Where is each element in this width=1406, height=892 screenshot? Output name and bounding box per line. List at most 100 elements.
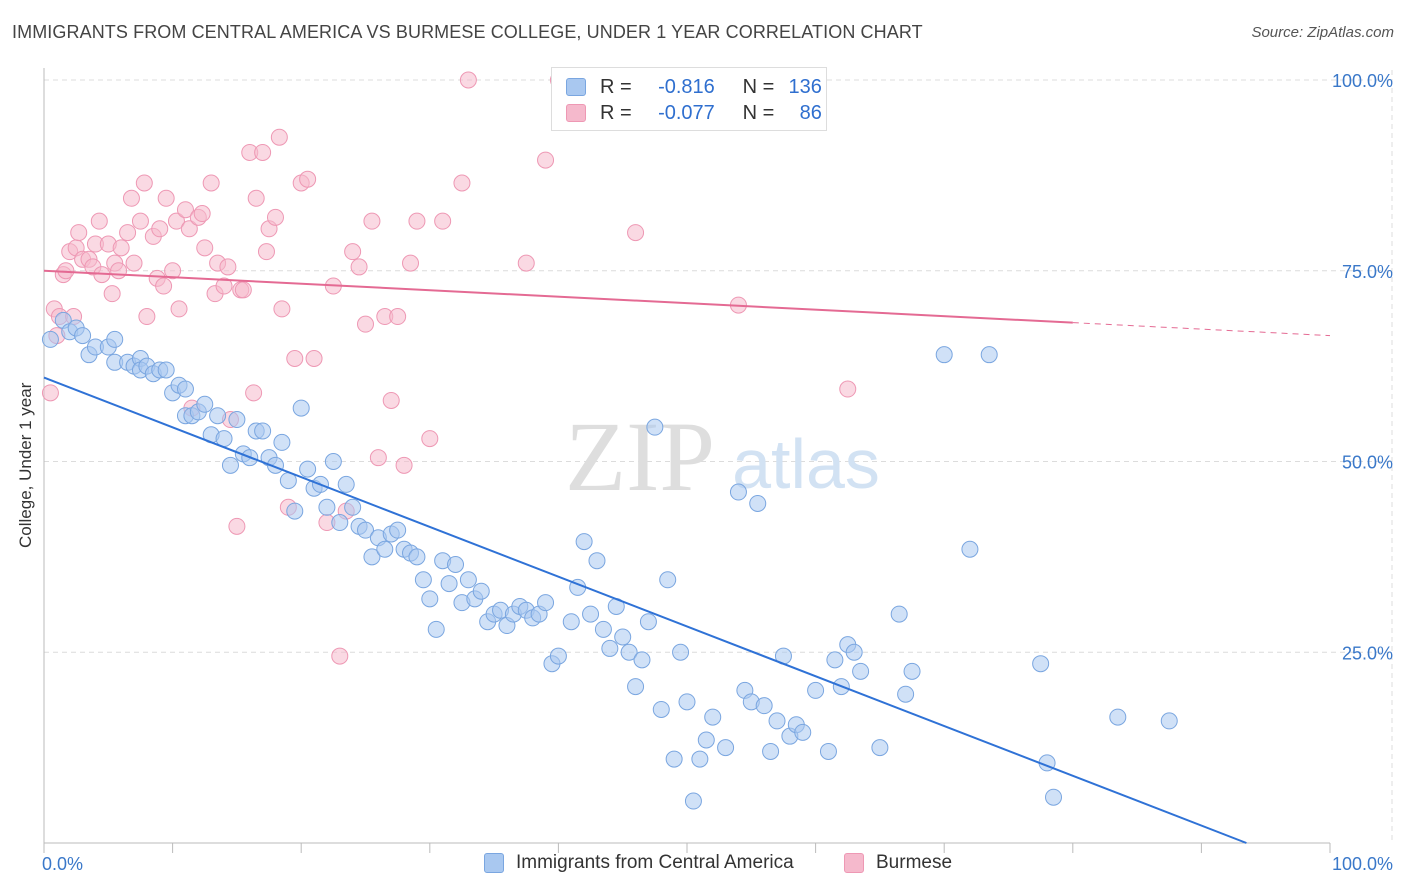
y-axis-title: College, Under 1 year: [16, 382, 35, 548]
burmese-point: [219, 258, 237, 276]
central-america-point: [627, 678, 645, 696]
burmese-point: [408, 212, 426, 230]
legend-n-label: N =: [742, 75, 775, 98]
central-america-point: [1032, 655, 1050, 673]
legend-n-label: N =: [742, 101, 775, 124]
burmese-point: [517, 254, 535, 272]
central-america-point: [601, 639, 619, 657]
burmese-point: [135, 174, 153, 192]
legend-label-central-america: Immigrants from Central America: [516, 852, 794, 873]
burmese-point: [257, 243, 275, 261]
central-america-point: [363, 548, 381, 566]
central-america-point: [421, 590, 439, 608]
central-america-point: [408, 548, 426, 566]
burmese-point: [245, 384, 263, 402]
burmese-point: [363, 212, 381, 230]
legend-item-central-america[interactable]: Immigrants from Central America: [484, 852, 794, 874]
burmese-point: [234, 281, 252, 299]
burmese-point: [103, 285, 121, 303]
burmese-point: [167, 212, 185, 230]
central-america-point: [845, 643, 863, 661]
central-america-point: [980, 346, 998, 364]
legend-item-burmese[interactable]: Burmese: [844, 852, 952, 874]
central-america-point: [440, 575, 458, 593]
y-tick-label: 75.0%: [1342, 262, 1393, 282]
burmese-point: [357, 315, 374, 333]
legend-swatch-pink: [566, 104, 586, 122]
central-america-point: [717, 739, 735, 757]
legend-r-value: -0.077: [658, 101, 715, 124]
central-america-point: [755, 697, 773, 715]
burmese-trend-line-extension: [1072, 322, 1331, 337]
burmese-point: [434, 212, 452, 230]
y-tick-label: 100.0%: [1332, 71, 1393, 91]
central-america-point: [762, 742, 780, 760]
central-america-point: [672, 643, 690, 661]
legend-n-value: 86: [799, 101, 822, 124]
central-america-point: [324, 453, 342, 470]
central-america-point: [691, 750, 709, 768]
burmese-point: [402, 254, 420, 272]
legend-r-label: R =: [600, 75, 632, 98]
y-tick-label: 25.0%: [1342, 643, 1393, 663]
central-america-point: [633, 651, 651, 669]
central-america-point: [819, 742, 837, 760]
burmese-point: [453, 174, 471, 192]
central-america-point: [794, 723, 812, 741]
burmese-point: [151, 220, 169, 238]
burmese-point: [157, 189, 175, 207]
burmese-point: [41, 384, 59, 402]
x-tick-labels: 0.0% 100.0%: [42, 854, 1393, 874]
watermark-atlas: atlas: [732, 425, 880, 503]
central-america-point: [549, 647, 567, 665]
axes: [43, 68, 1331, 853]
series-legend: Immigrants from Central America Burmese: [0, 852, 1406, 878]
central-america-point: [459, 571, 477, 589]
central-america-point: [337, 475, 355, 493]
central-america-points: [41, 311, 1178, 810]
burmese-point: [382, 391, 400, 409]
central-america-point: [652, 700, 670, 718]
legend-r-value: -0.816: [658, 75, 715, 98]
burmese-point: [119, 224, 137, 242]
burmese-point: [254, 143, 272, 161]
x-tick-label: 0.0%: [42, 854, 83, 874]
central-america-point: [897, 685, 915, 703]
central-america-point: [1109, 708, 1127, 726]
burmese-point: [122, 189, 140, 207]
burmese-point: [369, 449, 387, 467]
watermark: ZIP atlas: [565, 401, 880, 512]
central-america-point: [903, 662, 921, 680]
burmese-trend-line: [43, 269, 1073, 324]
burmese-point: [247, 189, 265, 207]
central-america-point: [273, 433, 291, 451]
central-america-point: [389, 521, 407, 539]
central-america-point: [684, 792, 702, 810]
central-america-point: [376, 540, 394, 558]
grid-lines: [44, 70, 1393, 843]
central-america-point: [196, 395, 214, 413]
burmese-point: [627, 224, 645, 242]
burmese-point: [286, 349, 304, 367]
central-america-point: [41, 330, 59, 348]
burmese-point: [155, 277, 173, 295]
burmese-point: [125, 254, 143, 272]
burmese-point: [305, 349, 323, 367]
central-america-point: [768, 712, 786, 730]
central-america-point: [157, 361, 175, 379]
burmese-point: [131, 212, 149, 230]
legend-swatch-blue: [566, 78, 586, 96]
burmese-point: [421, 430, 439, 448]
burmese-point: [459, 71, 477, 89]
central-america-point: [575, 533, 593, 551]
central-america-point: [228, 411, 246, 429]
burmese-point: [839, 380, 857, 398]
burmese-point: [266, 208, 284, 226]
burmese-point: [110, 262, 128, 280]
central-america-point: [357, 521, 374, 539]
central-america-point: [961, 540, 979, 558]
central-america-point: [537, 594, 555, 612]
central-america-point: [74, 327, 92, 345]
legend-row-burmese: R = -0.077 N = 86: [566, 101, 822, 125]
